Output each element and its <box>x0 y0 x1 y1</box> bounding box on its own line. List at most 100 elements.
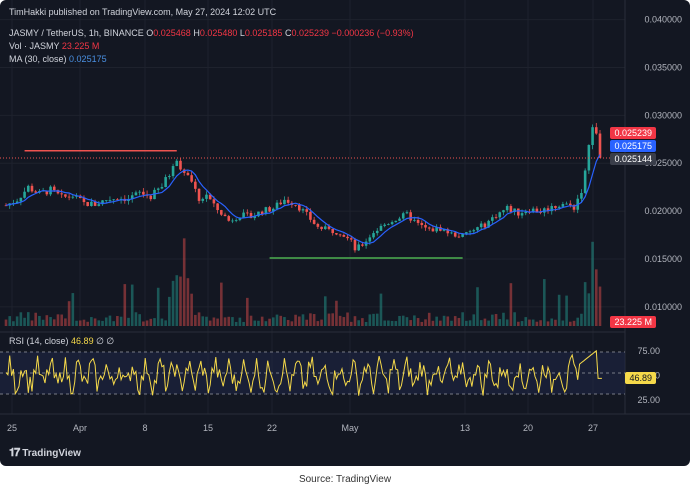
candle-body <box>416 219 420 223</box>
candle-body <box>401 213 405 219</box>
candle-body <box>249 212 253 219</box>
candle-body <box>197 188 201 201</box>
close-value: 0.025239 <box>291 28 329 38</box>
volume-bar <box>75 320 78 326</box>
candle-body <box>234 220 238 221</box>
volume-bar <box>479 320 483 326</box>
volume-bar <box>197 312 201 326</box>
candle-body <box>257 211 260 217</box>
candle-body <box>346 236 349 239</box>
candle-body <box>116 199 119 201</box>
volume-bar <box>149 318 153 326</box>
price-tick-label: 0.030000 <box>644 110 682 120</box>
candle-body <box>186 172 190 176</box>
candle-body <box>138 191 141 193</box>
volume-bar <box>587 293 591 326</box>
volume-bar <box>38 315 41 326</box>
candle-body <box>301 209 305 211</box>
volume-bar <box>557 294 561 326</box>
volume-bar <box>398 315 401 326</box>
candle-body <box>242 212 245 218</box>
candle-body <box>405 212 409 214</box>
candle-body <box>171 166 175 177</box>
candle-body <box>598 133 602 158</box>
volume-bar <box>591 241 594 326</box>
time-tick-label: Apr <box>73 423 87 433</box>
candle-body <box>82 198 86 203</box>
volume-bar <box>90 317 93 326</box>
symbol-label: JASMY / TetherUS, 1h, BINANCE <box>9 28 144 38</box>
volume-bar <box>253 320 257 326</box>
open-label: O <box>146 28 154 38</box>
time-tick-label: 8 <box>142 423 147 433</box>
candle-body <box>446 229 450 234</box>
candle-body <box>279 202 283 205</box>
volume-bar <box>439 320 442 326</box>
volume-bar <box>127 317 130 326</box>
volume-bar <box>78 320 82 326</box>
tradingview-logo[interactable]: 𝟏𝟕 TradingView <box>9 447 81 460</box>
volume-bar <box>145 320 149 326</box>
volume-bar <box>12 321 15 326</box>
volume-bar <box>119 316 123 326</box>
volume-bar <box>368 314 372 326</box>
volume-bar <box>379 293 383 326</box>
volume-bar <box>234 321 238 326</box>
volume-bar <box>142 321 145 326</box>
volume-bar <box>312 314 316 326</box>
volume-bar <box>30 320 34 326</box>
chart-canvas: 0.040000 0.035000 0.030000 0.025000 0.020000… <box>0 0 690 433</box>
volume-bar <box>227 316 231 326</box>
candle-body <box>413 219 416 221</box>
ma-label: MA (30, close) <box>9 54 67 64</box>
candle-body <box>390 222 394 225</box>
volume-bar <box>401 315 405 326</box>
candle-body <box>472 230 476 232</box>
ma-line <box>5 154 601 244</box>
candle-body <box>49 186 52 195</box>
candle-body <box>450 232 453 234</box>
candle-body <box>517 208 520 216</box>
volume-bar <box>26 312 30 326</box>
candle-body <box>572 205 576 210</box>
volume-bar <box>223 317 227 326</box>
volume-bar <box>468 320 472 326</box>
volume-bar <box>249 315 253 326</box>
candle-body <box>323 226 327 230</box>
candle-body <box>227 216 231 221</box>
candle-body <box>327 226 331 229</box>
volume-bar <box>424 319 427 326</box>
candle-body <box>498 212 502 218</box>
candle-body <box>483 223 487 228</box>
volume-bar <box>301 314 305 326</box>
candle-body <box>580 192 583 199</box>
candle-body <box>494 217 498 218</box>
candle-body <box>539 212 542 213</box>
high-value: 0.025480 <box>199 28 238 38</box>
candle-body <box>491 217 494 221</box>
volume-bar <box>186 278 190 326</box>
candle-body <box>283 199 286 205</box>
time-tick-label: 20 <box>523 423 533 433</box>
candle-body <box>156 188 160 190</box>
candle-body <box>56 190 60 194</box>
volume-bar <box>375 313 379 326</box>
volume-bar <box>305 319 309 326</box>
time-tick-label: May <box>341 423 359 433</box>
volume-bar <box>179 276 182 326</box>
change-value: −0.000236 (−0.93%) <box>331 28 414 38</box>
volume-bar <box>331 313 334 326</box>
candle-body <box>268 207 271 212</box>
volume-bar <box>283 317 286 326</box>
volume-bar <box>572 320 576 326</box>
candle-body <box>427 227 431 229</box>
candle-body <box>112 199 115 201</box>
volume-bar <box>598 286 602 326</box>
candle-body <box>431 228 435 232</box>
candle-body <box>561 204 565 207</box>
volume-bar <box>323 296 327 326</box>
candle-body <box>468 231 472 233</box>
volume-bar <box>49 317 52 326</box>
candle-body <box>101 200 104 205</box>
candle-body <box>4 205 8 207</box>
